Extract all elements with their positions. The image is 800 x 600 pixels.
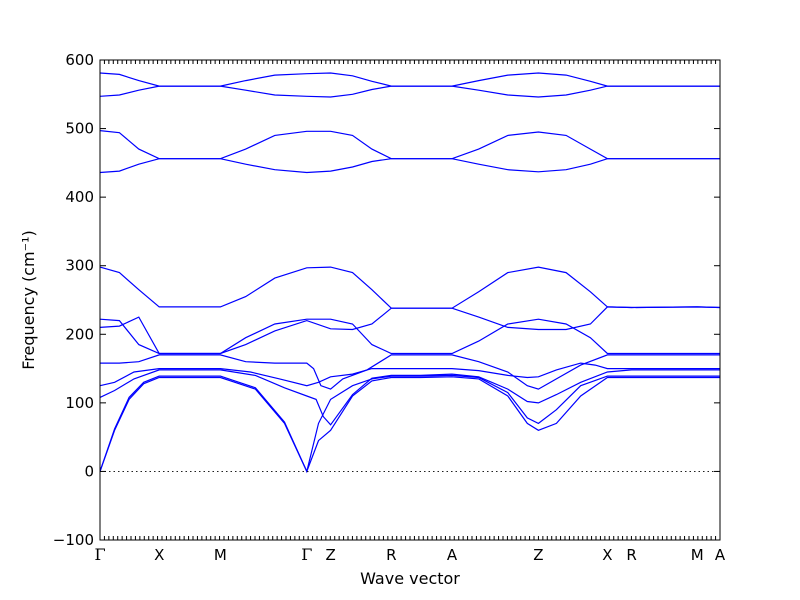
- band-4: [99, 362, 720, 387]
- band-11: [99, 85, 720, 98]
- bands-layer: [99, 72, 721, 474]
- x-tick-label: A: [447, 546, 458, 564]
- x-tick-label: M: [691, 546, 704, 564]
- x-tick-label: A: [715, 546, 726, 564]
- band-6: [99, 316, 720, 355]
- x-tick-label: Z: [325, 546, 335, 564]
- band-3: [99, 369, 720, 426]
- y-tick-label: 200: [65, 325, 94, 343]
- y-axis-title: Frequency (cm⁻¹): [19, 230, 38, 369]
- x-tick-label: Γ: [94, 545, 105, 564]
- band-5: [100, 354, 720, 390]
- band-7: [99, 306, 721, 355]
- plot-frame: [99, 59, 721, 541]
- y-tick-label: 400: [65, 188, 94, 206]
- x-tick-label: X: [154, 546, 164, 564]
- band-2: [99, 374, 720, 474]
- y-axis: −100 0 100 200 300 400 500 600: [53, 51, 720, 549]
- x-axis-title: Wave vector: [360, 569, 460, 588]
- x-tick-label: X: [602, 546, 612, 564]
- y-tick-label: −100: [53, 531, 94, 549]
- y-tick-label: 0: [84, 462, 94, 480]
- x-tick-label: Z: [533, 546, 543, 564]
- band-8: [99, 266, 721, 309]
- y-tick-label: 600: [65, 51, 94, 69]
- band-9: [99, 158, 720, 174]
- y-tick-label: 500: [65, 120, 94, 138]
- band-10: [99, 130, 720, 160]
- x-tick-label: M: [214, 546, 227, 564]
- x-tick-label: R: [386, 546, 396, 564]
- y-tick-label: 100: [65, 394, 94, 412]
- band-12: [99, 72, 720, 87]
- y-tick-label: 300: [65, 257, 94, 275]
- band-1: [99, 376, 720, 473]
- x-tick-label: Γ: [301, 545, 312, 564]
- x-tick-label: R: [626, 546, 636, 564]
